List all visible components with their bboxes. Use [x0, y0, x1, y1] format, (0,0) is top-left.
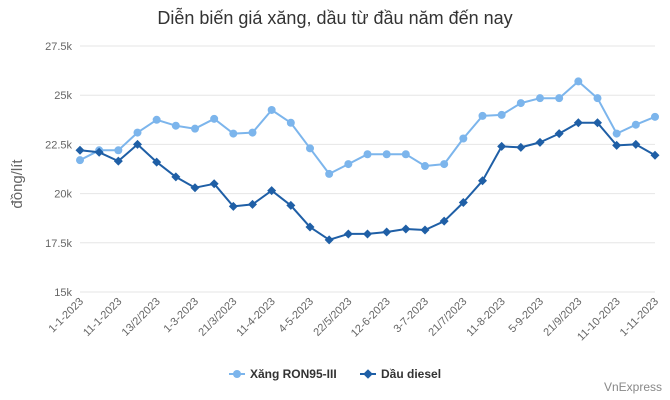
data-point-circle — [536, 94, 544, 103]
x-tick-label: 5-9-2023 — [506, 296, 546, 336]
data-point-diamond — [190, 183, 200, 193]
data-point-circle — [267, 105, 276, 114]
data-point-diamond — [420, 225, 430, 235]
x-tick-label: 11-4-2023 — [234, 296, 277, 339]
y-axis-labels: 15k 17.5k 20k 22.5k 25k 27.5k — [45, 41, 72, 299]
data-point-circle — [612, 129, 621, 138]
data-point-diamond — [554, 129, 564, 139]
data-point-diamond — [305, 222, 315, 232]
x-tick-label: 12-6-2023 — [349, 296, 393, 340]
data-point-circle — [440, 160, 449, 169]
data-point-diamond — [458, 197, 468, 207]
y-tick-label: 20k — [54, 189, 72, 201]
data-point-diamond — [152, 157, 162, 167]
data-point-diamond — [439, 216, 449, 226]
data-point-circle — [593, 94, 602, 103]
data-point-circle — [191, 124, 199, 133]
data-point-diamond — [363, 229, 372, 239]
data-point-circle — [286, 118, 295, 127]
data-point-diamond — [497, 141, 507, 151]
data-point-circle — [478, 111, 487, 120]
data-point-circle — [363, 150, 372, 159]
data-point-diamond — [228, 201, 238, 211]
data-point-circle — [631, 120, 640, 129]
data-point-circle — [382, 150, 391, 159]
data-point-circle — [114, 146, 123, 155]
data-point-diamond — [324, 235, 334, 245]
data-point-circle — [459, 134, 468, 143]
data-point-circle — [344, 160, 353, 169]
data-point-diamond — [631, 139, 641, 149]
legend-swatch-circle-icon — [228, 370, 245, 378]
data-point-diamond — [573, 118, 583, 128]
data-point-circle — [574, 77, 583, 86]
legend-item-series1[interactable]: Xăng RON95-III — [228, 367, 337, 381]
data-point-circle — [325, 169, 334, 178]
data-point-diamond — [171, 172, 181, 182]
y-tick-label: 25k — [54, 90, 72, 102]
data-point-diamond — [650, 150, 660, 160]
data-point-circle — [306, 144, 314, 153]
x-tick-label: 1-3-2023 — [161, 296, 201, 336]
data-point-circle — [76, 156, 84, 165]
y-tick-label: 22.5k — [45, 139, 72, 151]
data-point-circle — [171, 121, 180, 130]
source-credit: VnExpress — [603, 380, 662, 394]
x-tick-label: 21/3/2023 — [196, 296, 239, 339]
x-tick-label: 21/7/2023 — [426, 296, 469, 339]
y-axis-title: đồng/lít — [9, 159, 26, 209]
x-tick-label: 4-5-2023 — [276, 296, 316, 336]
x-tick-label: 11-1-2023 — [81, 296, 124, 339]
data-point-diamond — [267, 186, 277, 196]
data-point-diamond — [94, 147, 104, 157]
data-point-diamond — [343, 229, 353, 239]
data-point-circle — [555, 94, 564, 103]
y-tick-label: 15k — [54, 287, 72, 299]
data-point-circle — [651, 112, 659, 121]
chart-title: Diễn biến giá xăng, dầu từ đầu năm đến n… — [157, 8, 513, 28]
x-tick-label: 3-7-2023 — [391, 296, 431, 336]
y-tick-label: 27.5k — [45, 41, 72, 53]
data-point-circle — [133, 128, 142, 137]
legend: Xăng RON95-III Dầu diesel — [0, 364, 670, 381]
data-point-diamond — [516, 142, 526, 152]
data-point-diamond — [401, 224, 411, 234]
data-point-circle — [401, 150, 410, 159]
legend-label: Xăng RON95-III — [249, 367, 337, 381]
x-tick-label: 13/2/2023 — [120, 296, 163, 339]
series-line-2 — [79, 121, 656, 241]
data-point-circle — [248, 128, 257, 137]
data-point-diamond — [286, 200, 296, 210]
legend-item-series2[interactable]: Dầu diesel — [360, 367, 441, 381]
x-tick-label: 22/5/2023 — [311, 296, 354, 339]
data-point-circle — [229, 129, 238, 138]
data-point-circle — [152, 115, 161, 124]
data-point-diamond — [593, 118, 602, 128]
y-tick-label: 17.5k — [45, 238, 72, 250]
data-point-diamond — [382, 227, 392, 237]
data-point-diamond — [209, 179, 219, 189]
data-point-circle — [497, 110, 506, 119]
series-group — [75, 77, 660, 245]
x-tick-label: 1-1-2023 — [46, 296, 86, 336]
data-point-diamond — [478, 176, 487, 186]
legend-swatch-diamond-icon — [360, 369, 376, 379]
data-point-diamond — [133, 139, 142, 149]
data-point-circle — [421, 162, 429, 171]
x-axis-labels: 1-1-202311-1-202313/2/20231-3-202321/3/2… — [46, 296, 661, 344]
x-tick-label: 1-11-2023 — [618, 296, 661, 339]
data-point-diamond — [535, 137, 545, 147]
data-point-diamond — [113, 156, 123, 166]
legend-label: Dầu diesel — [381, 367, 442, 381]
data-point-circle — [516, 99, 525, 108]
data-point-diamond — [248, 199, 257, 209]
data-point-diamond — [612, 140, 622, 150]
x-tick-label: 11-8-2023 — [464, 296, 507, 339]
data-point-circle — [210, 114, 219, 123]
data-point-diamond — [75, 145, 85, 155]
